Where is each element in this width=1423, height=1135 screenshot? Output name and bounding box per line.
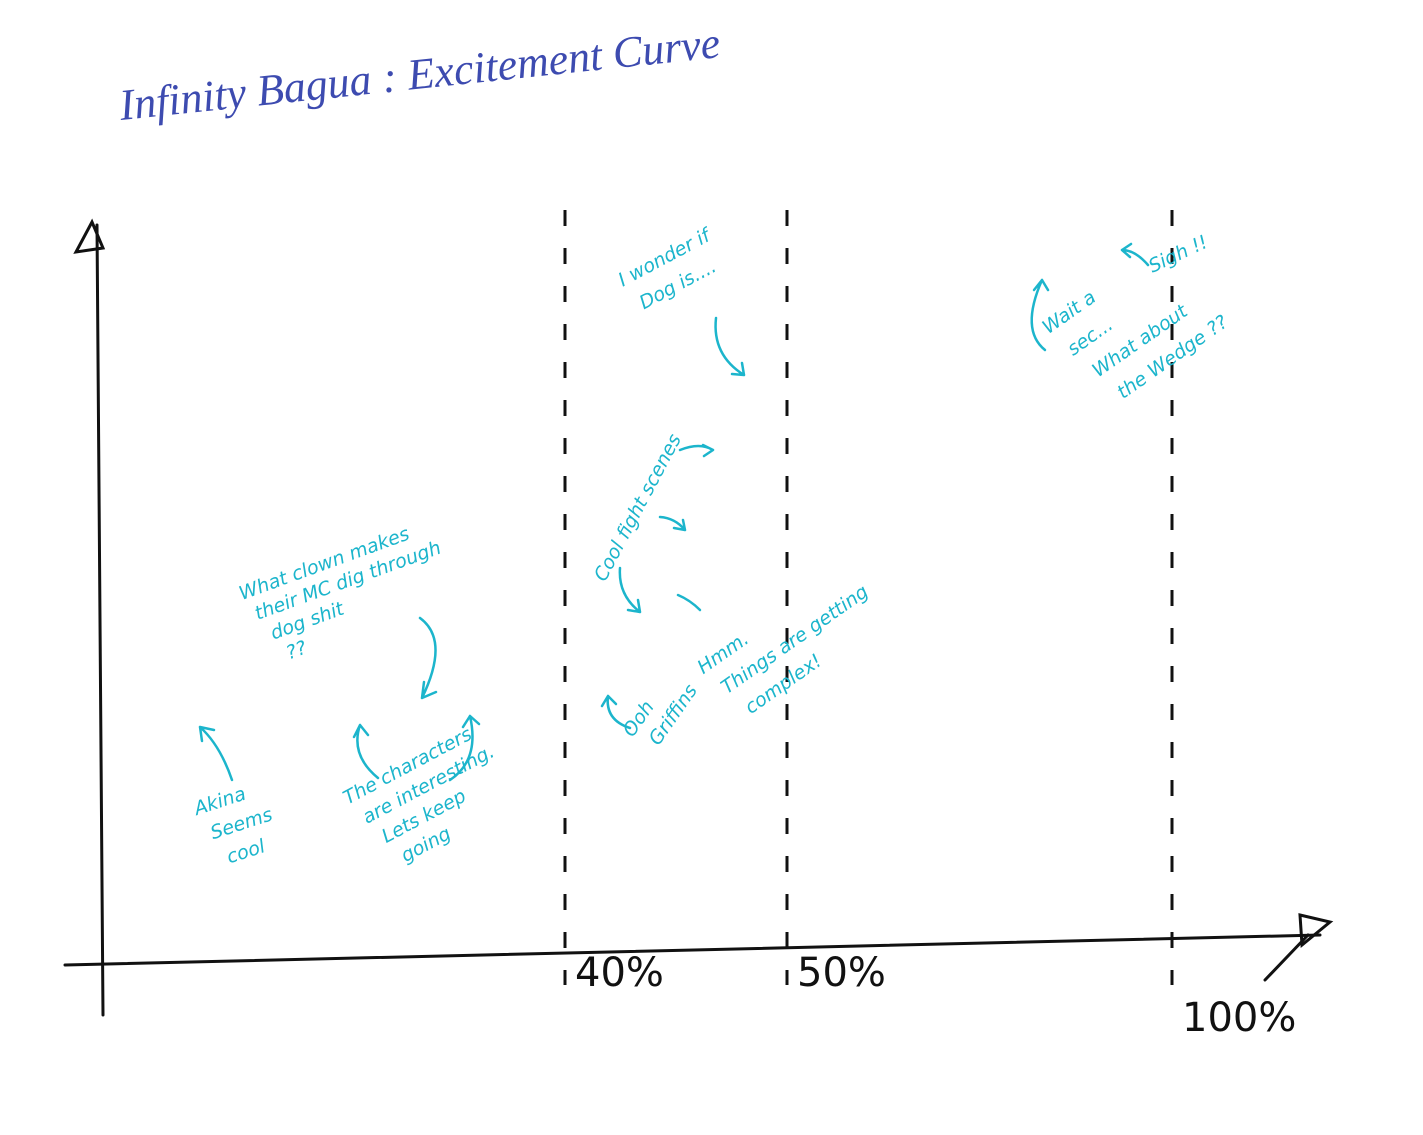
arrow — [600, 694, 632, 730]
annotation-line: Sigh !! — [1145, 231, 1211, 277]
arrow — [448, 714, 481, 782]
chart-title: Infinity Bagua : Excitement Curve — [116, 18, 722, 130]
x-axis — [63, 933, 1322, 967]
arrow — [618, 566, 642, 614]
arrow — [1030, 278, 1050, 352]
arrow — [352, 723, 380, 780]
annotation: Cool fight scenes — [590, 430, 686, 585]
annotation-line: Cool fight scenes — [590, 430, 686, 585]
arrow — [714, 316, 746, 377]
x-axis-arrow — [1263, 913, 1334, 982]
arrow — [658, 515, 687, 532]
arrow — [1120, 242, 1150, 267]
arrow — [198, 725, 234, 782]
arrow — [676, 593, 702, 612]
x-tick-label: 40% — [575, 950, 664, 996]
arrow — [678, 443, 715, 458]
x-tick-label: 100% — [1182, 995, 1296, 1041]
annotation-line: ?? — [283, 637, 309, 665]
x-tick-label: 50% — [797, 950, 886, 996]
y-axis-arrow — [73, 218, 106, 254]
annotation: Sigh !! — [1145, 231, 1211, 277]
annotation-line: cool — [224, 835, 269, 868]
y-axis — [95, 223, 105, 1017]
arrow — [418, 616, 438, 700]
